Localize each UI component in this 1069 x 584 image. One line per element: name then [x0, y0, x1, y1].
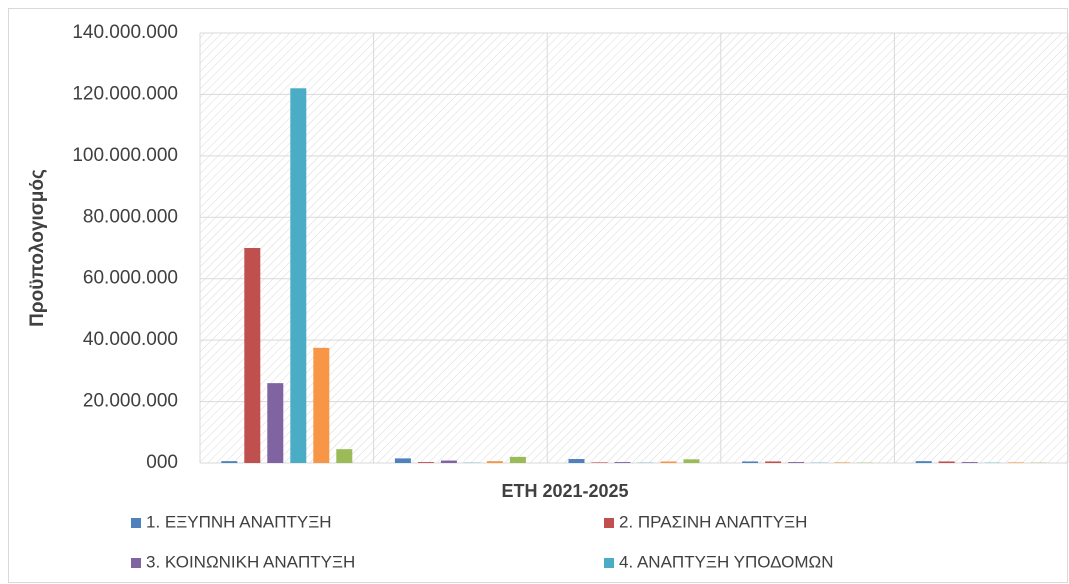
- bar: [683, 459, 700, 463]
- bar: [788, 462, 805, 463]
- legend-label: 4. ΑΝΑΠΤΥΞΗ ΥΠΟΔΟΜΩΝ: [619, 552, 834, 571]
- plot-area: [200, 33, 1068, 463]
- legend-label: 3. ΚΟΙΝΩΝΙΚΗ ΑΝΑΠΤΥΞΗ: [146, 552, 355, 571]
- bar: [765, 461, 782, 463]
- y-tick-label: 000: [146, 452, 178, 473]
- bar: [1007, 462, 1024, 463]
- legend-swatch: [604, 518, 614, 528]
- bar: [313, 347, 330, 463]
- y-tick-label: 40.000.000: [83, 329, 178, 350]
- bar: [742, 461, 759, 463]
- bar: [486, 461, 503, 463]
- bar: [336, 449, 353, 463]
- bar: [267, 383, 284, 463]
- bar: [290, 88, 307, 464]
- legend-swatch: [131, 558, 141, 568]
- bar: [660, 461, 677, 463]
- bar: [938, 461, 955, 463]
- bar: [440, 460, 457, 463]
- bar: [961, 462, 978, 463]
- bar: [417, 462, 434, 463]
- bar: [244, 248, 261, 463]
- y-tick-label: 80.000.000: [83, 206, 178, 227]
- bar: [568, 459, 585, 463]
- y-tick-label: 20.000.000: [83, 391, 178, 412]
- bar: [509, 456, 526, 463]
- legend-swatch: [131, 518, 141, 528]
- y-tick-label: 100.000.000: [72, 145, 178, 166]
- y-tick-label: 60.000.000: [83, 268, 178, 289]
- legend-label: 1. ΕΞΥΠΝΗ ΑΝΑΠΤΥΞΗ: [146, 512, 332, 531]
- bar: [394, 458, 411, 463]
- bar: [614, 462, 631, 463]
- y-tick-label: 140.000.000: [72, 22, 178, 43]
- bar: [834, 462, 851, 463]
- bar: [221, 461, 238, 463]
- x-axis-title: ΕΤΗ 2021-2025: [501, 481, 628, 501]
- bar: [915, 461, 932, 463]
- y-axis-title: Προϋπολογισμός: [27, 169, 48, 327]
- y-tick-label: 120.000.000: [72, 83, 178, 104]
- legend-label: 2. ΠΡΑΣΙΝΗ ΑΝΑΠΤΥΞΗ: [619, 512, 807, 531]
- legend-swatch: [604, 558, 614, 568]
- bar: [591, 462, 608, 463]
